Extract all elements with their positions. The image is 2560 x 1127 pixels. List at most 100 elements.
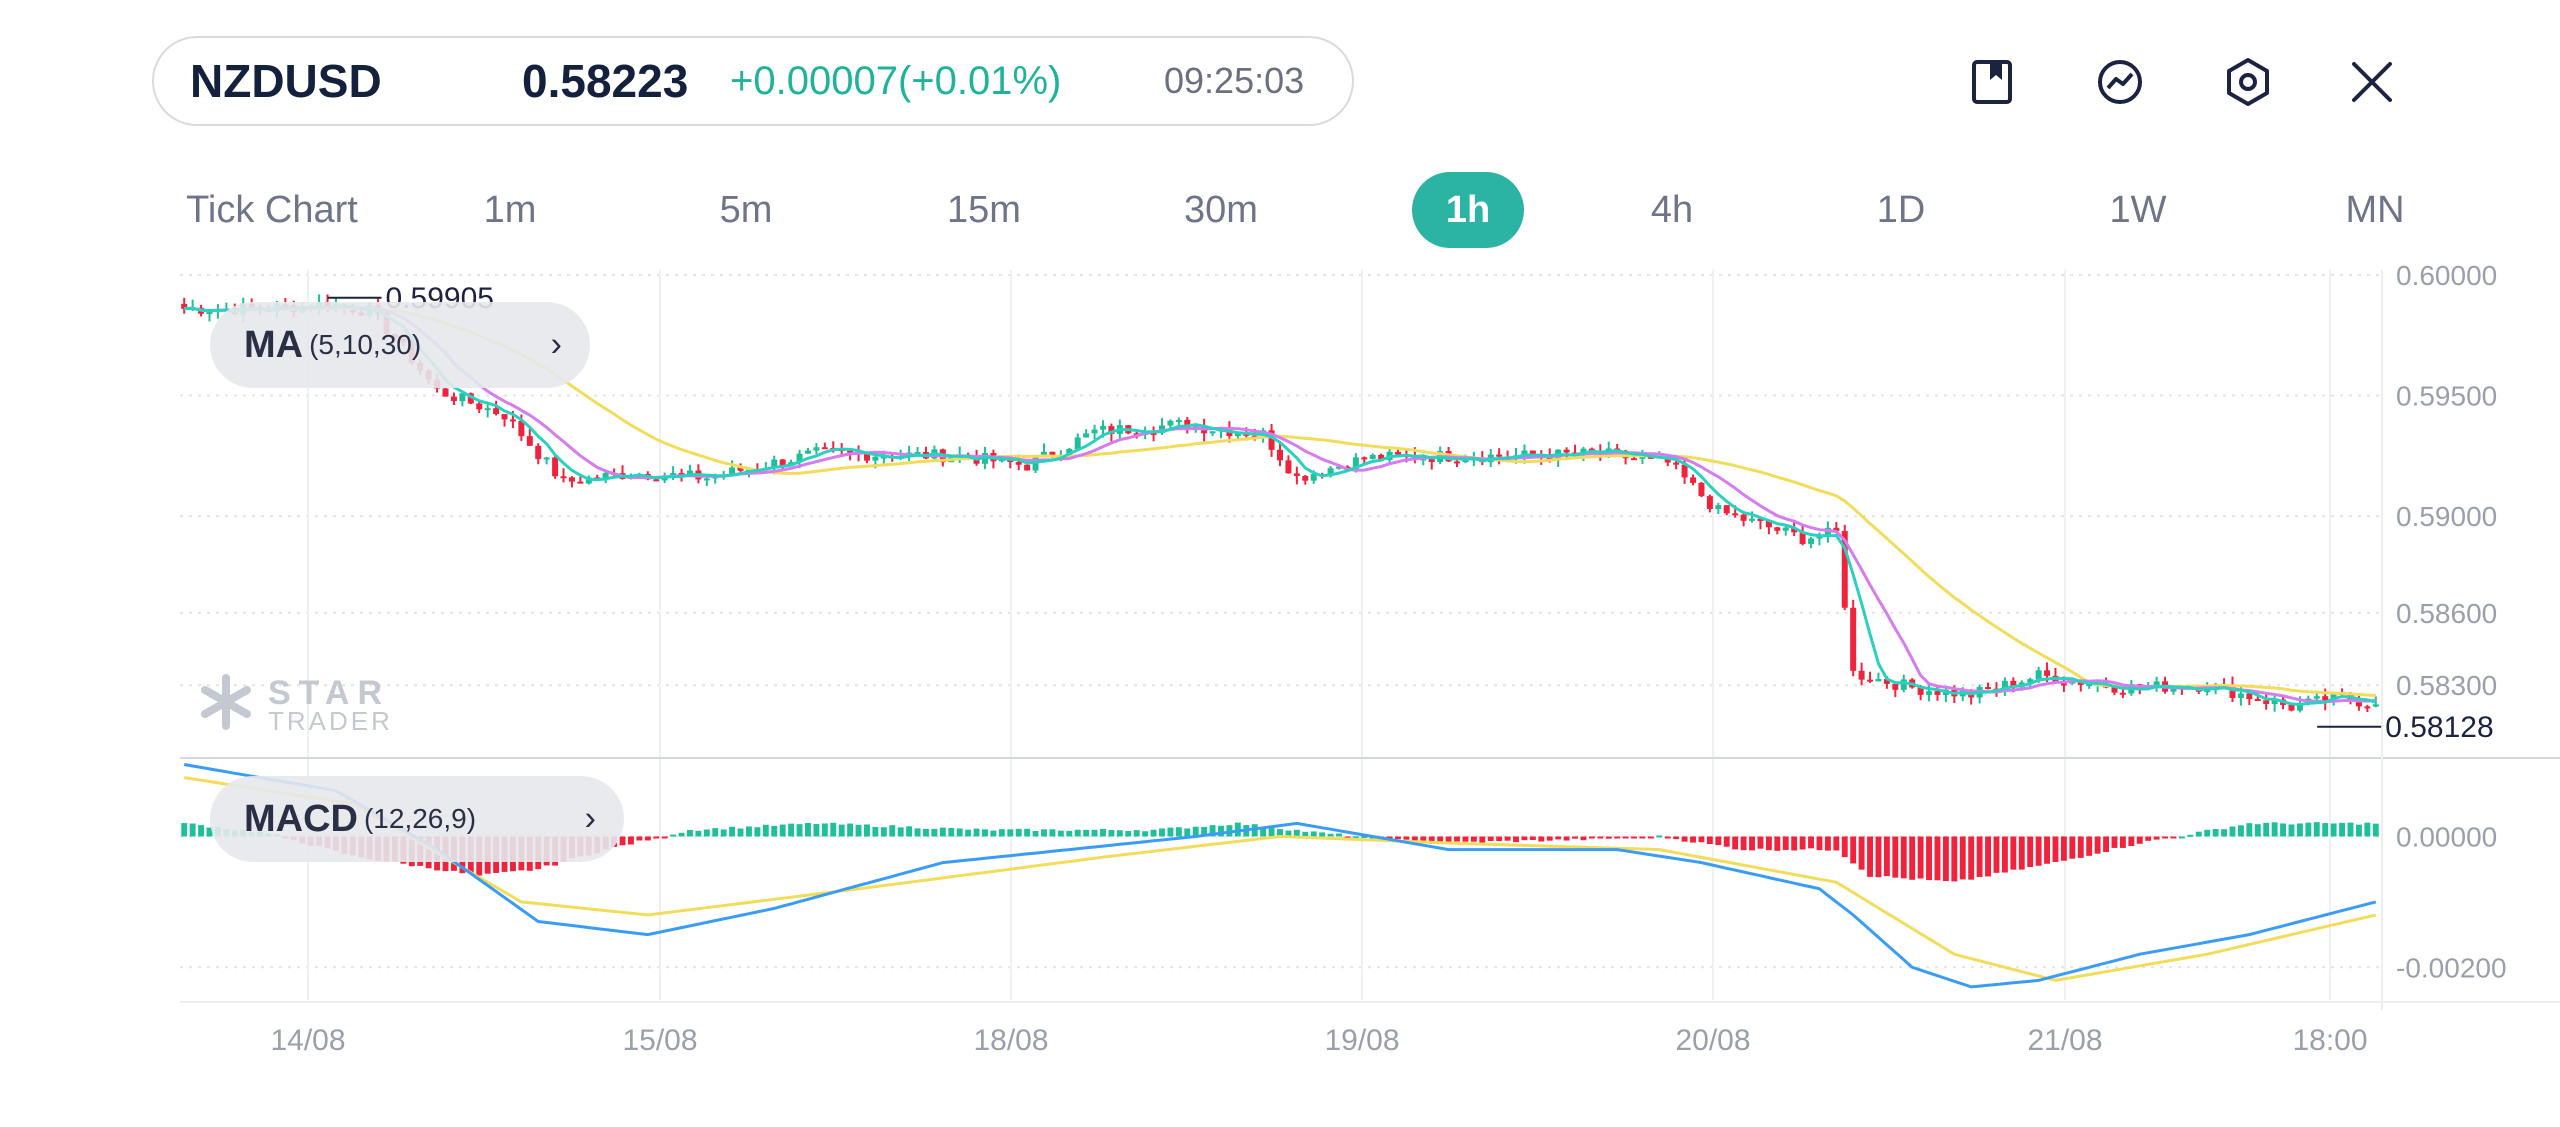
macd-bar <box>1150 829 1157 837</box>
candle-body <box>501 414 508 420</box>
candle-body <box>1631 458 1638 461</box>
candle-body <box>2111 687 2118 693</box>
macd-bar <box>644 836 651 841</box>
macd-bar <box>678 832 685 837</box>
macd-bar <box>1791 836 1798 851</box>
candle <box>2263 692 2270 710</box>
macd-bar <box>956 828 963 837</box>
timeframe-tab-tick-chart[interactable]: Tick Chart <box>186 189 358 231</box>
macd-bar <box>2111 836 2118 848</box>
ma10-line <box>184 305 2376 704</box>
macd-bar <box>720 829 727 837</box>
candle-body <box>779 459 786 466</box>
macd-bar <box>897 827 904 837</box>
timeframe-tab-1w[interactable]: 1W <box>2109 189 2167 231</box>
candle-body <box>1336 466 1343 469</box>
candle-body <box>973 457 980 464</box>
macd-bar <box>2204 829 2211 837</box>
macd-axis-label: 0.00000 <box>2396 821 2497 852</box>
candle <box>206 310 213 322</box>
candle <box>501 414 508 427</box>
macd-bar <box>1470 836 1477 842</box>
candle-body <box>2119 692 2126 695</box>
candle-body <box>796 453 803 463</box>
macd-bar <box>982 829 988 837</box>
candle-body <box>2364 706 2371 709</box>
timeframe-tab-30m[interactable]: 30m <box>1184 189 1258 231</box>
bookmark-icon[interactable] <box>1960 50 2024 114</box>
candle-body <box>872 456 879 461</box>
timeframe-tab-1d[interactable]: 1D <box>1876 189 1926 231</box>
time-axis-label: 18/08 <box>973 1024 1048 1057</box>
close-icon[interactable] <box>2340 50 2404 114</box>
macd-bar <box>1555 836 1562 840</box>
macd-bar <box>889 825 896 837</box>
timeframe-tab-1h[interactable]: 1h <box>1412 172 1524 248</box>
macd-bar <box>1942 836 1949 882</box>
macd-bar <box>855 824 862 837</box>
macd-bar <box>1057 830 1064 837</box>
macd-bar <box>1985 836 1991 877</box>
candle-body <box>467 393 474 404</box>
macd-bar <box>788 823 795 837</box>
candle-body <box>1563 449 1570 453</box>
macd-bar <box>695 830 702 837</box>
candle-body <box>1175 419 1182 422</box>
macd-bar <box>1142 831 1149 837</box>
candle-body <box>1715 505 1722 510</box>
candle-body <box>568 477 575 482</box>
candle-body <box>813 447 820 451</box>
candle-body <box>1875 679 1882 682</box>
settings-icon[interactable] <box>2216 50 2280 114</box>
candle-body <box>1858 670 1865 680</box>
candle-body <box>1108 426 1115 434</box>
candle-body <box>1706 496 1713 510</box>
candle-body <box>2296 703 2303 711</box>
candle-body <box>1032 457 1039 471</box>
macd-bar <box>1597 836 1604 839</box>
macd-bar <box>1428 836 1435 844</box>
timeframe-tab-5m[interactable]: 5m <box>719 189 773 231</box>
candle-body <box>206 312 213 315</box>
macd-bar <box>1327 833 1334 837</box>
macd-bar <box>2229 826 2236 837</box>
macd-bar <box>973 828 980 837</box>
timeframe-tab-mn[interactable]: MN <box>2345 189 2405 231</box>
timeframe-tab-4h[interactable]: 4h <box>1650 189 1694 231</box>
candle <box>552 454 559 479</box>
macd-bar <box>1395 836 1401 840</box>
candle-body <box>2246 693 2253 700</box>
quote-time: 09:25:03 <box>1164 60 1305 101</box>
candle <box>442 387 449 397</box>
candle <box>804 447 811 454</box>
timeframe-tab-1m[interactable]: 1m <box>483 189 537 231</box>
macd-bar <box>2119 836 2126 848</box>
macd-bar <box>1546 836 1553 841</box>
macd-bar <box>1690 836 1696 843</box>
timeframe-tab-15m[interactable]: 15m <box>947 189 1021 231</box>
macd-bar <box>1639 836 1646 839</box>
candle <box>560 468 567 483</box>
macd-bar <box>1116 830 1123 837</box>
candle-body <box>450 396 457 402</box>
time-axis-label: 18:00 <box>2292 1024 2367 1057</box>
macd-bar <box>821 823 828 837</box>
candle-body <box>670 473 677 477</box>
candle-body <box>2322 696 2329 703</box>
macd-bar <box>1917 836 1924 879</box>
macd-indicator-pill[interactable]: MACD (12,26,9) › <box>210 776 624 862</box>
macd-bar <box>1664 836 1671 839</box>
macd-bar <box>1631 836 1637 839</box>
indicator-icon[interactable] <box>2088 50 2152 114</box>
candle-body <box>1462 460 1469 463</box>
candle-body <box>2027 679 2034 683</box>
ma-indicator-pill[interactable]: MA (5,10,30) › <box>210 302 590 388</box>
chevron-right-icon: › <box>584 799 596 838</box>
candle <box>1074 433 1081 450</box>
candle <box>1858 662 1865 686</box>
candle-body <box>737 467 744 471</box>
macd-bar <box>1656 835 1663 838</box>
macd-bar <box>1706 836 1713 845</box>
macd-bar <box>1698 836 1705 843</box>
